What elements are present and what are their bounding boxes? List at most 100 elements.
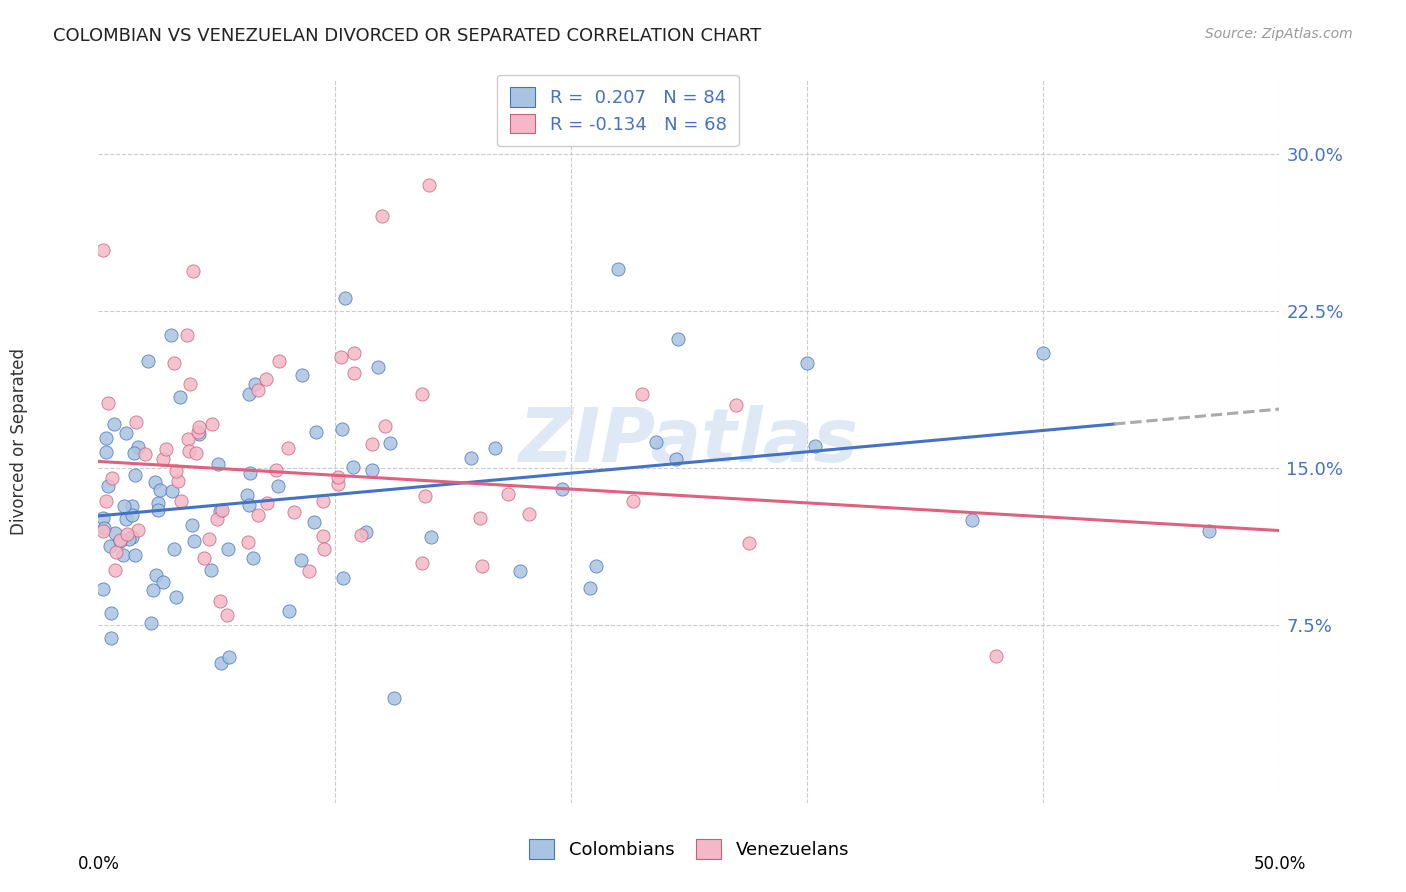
Point: [108, 534, 131, 549]
Point: [209, 656, 232, 670]
Point: [181, 517, 204, 532]
Point: [360, 463, 382, 477]
Point: [509, 564, 531, 578]
Point: [97, 479, 120, 493]
Point: [644, 434, 666, 449]
Point: [342, 459, 364, 474]
Point: [211, 502, 233, 516]
Point: [139, 615, 162, 630]
Point: [247, 508, 270, 523]
Point: [103, 417, 125, 431]
Point: [148, 503, 170, 517]
Point: [484, 441, 506, 455]
Point: [112, 499, 135, 513]
Point: [796, 356, 818, 370]
Point: [91, 511, 114, 525]
Point: [149, 483, 172, 497]
Point: [184, 445, 207, 459]
Point: [166, 475, 188, 489]
Point: [209, 594, 232, 608]
Point: [738, 536, 761, 550]
Point: [551, 482, 574, 496]
Legend: Colombians, Venezuelans: Colombians, Venezuelans: [522, 831, 856, 866]
Point: [256, 495, 278, 509]
Point: [415, 489, 437, 503]
Point: [238, 498, 260, 512]
Point: [121, 499, 143, 513]
Point: [333, 291, 356, 305]
Point: [176, 327, 198, 342]
Point: [179, 376, 201, 391]
Point: [496, 487, 519, 501]
Text: ZIPatlas: ZIPatlas: [519, 405, 859, 478]
Point: [243, 377, 266, 392]
Point: [163, 356, 186, 370]
Point: [97, 396, 120, 410]
Point: [104, 562, 127, 576]
Point: [460, 451, 482, 466]
Point: [326, 469, 349, 483]
Point: [291, 368, 314, 382]
Point: [236, 488, 259, 502]
Point: [517, 507, 540, 521]
Point: [217, 542, 239, 557]
Point: [329, 350, 352, 364]
Point: [311, 529, 333, 543]
Point: [183, 533, 205, 548]
Point: [367, 360, 389, 375]
Point: [136, 354, 159, 368]
Point: [411, 386, 433, 401]
Point: [236, 534, 259, 549]
Point: [96, 494, 118, 508]
Point: [96, 431, 118, 445]
Point: [264, 463, 287, 477]
Point: [350, 528, 373, 542]
Point: [242, 550, 264, 565]
Point: [304, 515, 326, 529]
Point: [98, 539, 121, 553]
Text: Source: ZipAtlas.com: Source: ZipAtlas.com: [1205, 27, 1353, 41]
Point: [290, 553, 312, 567]
Point: [152, 451, 174, 466]
Point: [298, 565, 321, 579]
Point: [100, 631, 122, 645]
Point: [218, 649, 240, 664]
Point: [607, 261, 630, 276]
Point: [356, 524, 378, 539]
Point: [239, 467, 262, 481]
Point: [374, 419, 396, 434]
Point: [471, 558, 494, 573]
Point: [269, 353, 291, 368]
Point: [585, 559, 607, 574]
Point: [193, 551, 215, 566]
Point: [984, 649, 1007, 664]
Point: [332, 571, 354, 585]
Point: [207, 457, 229, 471]
Point: [142, 582, 165, 597]
Point: [343, 367, 366, 381]
Point: [283, 505, 305, 519]
Point: [187, 420, 209, 434]
Point: [112, 548, 135, 562]
Point: [118, 532, 141, 546]
Point: [371, 210, 394, 224]
Point: [360, 437, 382, 451]
Point: [143, 475, 166, 490]
Point: [278, 604, 301, 618]
Point: [420, 530, 443, 544]
Point: [163, 541, 186, 556]
Point: [134, 447, 156, 461]
Point: [205, 511, 228, 525]
Point: [124, 446, 146, 460]
Point: [170, 494, 193, 508]
Point: [115, 426, 138, 441]
Point: [579, 581, 602, 595]
Point: [630, 387, 652, 401]
Point: [188, 426, 211, 441]
Point: [343, 345, 366, 359]
Point: [621, 494, 644, 508]
Point: [124, 415, 146, 429]
Point: [93, 521, 115, 535]
Point: [94, 445, 117, 459]
Point: [215, 607, 238, 622]
